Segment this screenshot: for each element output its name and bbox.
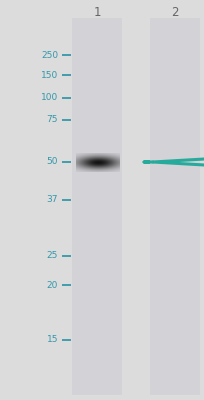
Text: 150: 150	[41, 70, 58, 80]
Text: 50: 50	[46, 158, 58, 166]
Text: 20: 20	[46, 280, 58, 290]
Text: 100: 100	[41, 94, 58, 102]
Text: 250: 250	[41, 50, 58, 60]
Text: 37: 37	[46, 196, 58, 204]
Text: 1: 1	[93, 6, 100, 18]
Text: 25: 25	[46, 252, 58, 260]
Text: 2: 2	[170, 6, 178, 18]
Text: 15: 15	[46, 336, 58, 344]
Text: 75: 75	[46, 116, 58, 124]
